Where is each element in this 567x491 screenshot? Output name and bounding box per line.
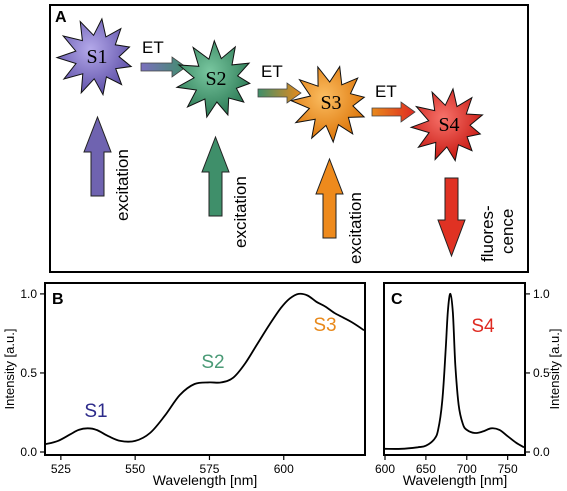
panel-c-xlabel: Wavelength [nm] (403, 472, 508, 488)
panel-b-ytick-label: 0.0 (20, 445, 37, 459)
panel-c-label: C (391, 291, 403, 308)
panel-b-ytick-label: 0.5 (20, 366, 37, 380)
panel-c-ytick-label: 0.5 (533, 366, 550, 380)
panel-b-spectrum-line (45, 292, 365, 445)
et-label-2: ET (261, 62, 283, 81)
panel-b-xlabel: Wavelength [nm] (153, 472, 258, 488)
et-label-3: ET (375, 82, 397, 101)
panel-b-ytick-label: 1.0 (20, 287, 37, 301)
panel-c-xtick-label: 750 (498, 462, 518, 476)
excitation-label-1: excitation (113, 149, 132, 221)
star-s4-label: S4 (438, 114, 459, 136)
peak-label-s4: S4 (471, 316, 495, 337)
panel-c-frame (383, 282, 526, 456)
star-s1-label: S1 (86, 46, 107, 68)
peak-label-s2: S2 (201, 352, 224, 373)
panel-c-spectrum-line (384, 292, 525, 450)
excitation-arrow-2 (201, 135, 230, 217)
panel-c: C 600 650 700 750 0.0 0.5 1.0 S4 Wavelength [n… (375, 282, 562, 488)
star-s2: S2 (175, 39, 251, 119)
peak-label-s1: S1 (84, 401, 107, 422)
panel-b-ylabel: Intensity [a.u.] (2, 329, 17, 410)
panel-a-label: A (55, 9, 67, 26)
panel-b-ticks: 525 550 575 600 0.0 0.5 1.0 (20, 287, 294, 476)
excitation-label-2: excitation (231, 176, 250, 248)
panel-c-ticks: 600 650 700 750 0.0 0.5 1.0 (375, 287, 550, 476)
fluorescence-arrow (437, 177, 466, 258)
panel-a: A ET ET ET S1 S2 S3 S4 (49, 4, 529, 273)
peak-label-s3: S3 (313, 315, 336, 336)
panel-c-xtick-label: 700 (457, 462, 477, 476)
et-label-1: ET (142, 38, 164, 57)
panel-b: B 525 550 575 600 0.0 0.5 1.0 S1 S2 S3 Wavelen… (2, 282, 366, 488)
excitation-arrow-1 (83, 115, 112, 197)
star-s2-label: S2 (205, 68, 226, 90)
panel-b-xtick-label: 525 (51, 462, 71, 476)
panel-b-label: B (52, 291, 64, 308)
et-arrow-1 (140, 56, 187, 78)
excitation-label-3: excitation (346, 192, 365, 264)
et-arrow-2 (257, 82, 302, 104)
panel-b-xtick-label: 600 (274, 462, 294, 476)
panel-c-ytick-label: 1.0 (533, 287, 550, 301)
star-s4: S4 (409, 87, 484, 162)
star-s1: S1 (55, 17, 133, 97)
panel-c-xtick-label: 650 (416, 462, 436, 476)
fluorescence-label-line1: fluores- (478, 205, 497, 262)
star-s3: S3 (289, 65, 366, 144)
et-arrow-3 (371, 101, 416, 123)
fluorescence-label-line2: cence (498, 209, 517, 254)
star-s3-label: S3 (320, 92, 341, 114)
panel-b-xtick-label: 550 (125, 462, 145, 476)
panel-b-xtick-label: 575 (199, 462, 219, 476)
panel-b-frame (44, 282, 366, 456)
excitation-arrow-3 (315, 157, 344, 239)
panel-c-ylabel: Intensity [a.u.] (547, 329, 562, 410)
panel-c-ytick-label: 0.0 (533, 445, 550, 459)
panel-c-xtick-label: 600 (375, 462, 395, 476)
